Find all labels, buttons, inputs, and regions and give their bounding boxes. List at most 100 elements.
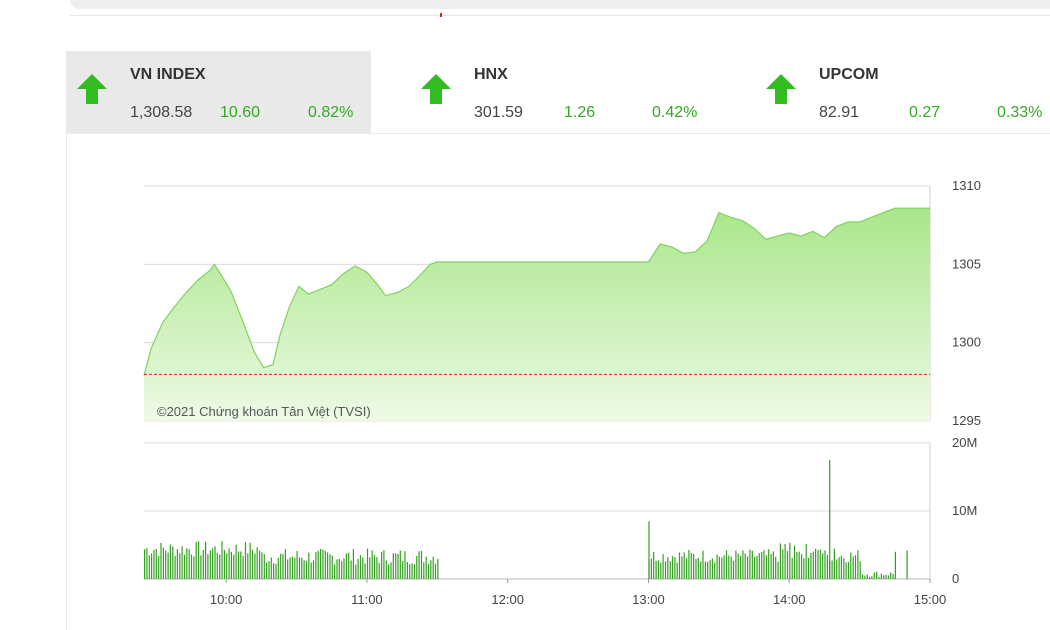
volume-bar (219, 554, 221, 579)
volume-bar (737, 553, 739, 579)
index-name: UPCOM (819, 66, 879, 83)
volume-bar (160, 542, 162, 579)
volume-bar (664, 561, 667, 579)
volume-bar (376, 557, 378, 579)
volume-bar (198, 541, 200, 579)
volume-bar (754, 557, 756, 579)
volume-bar (362, 557, 364, 579)
volume-bar (852, 556, 854, 579)
volume-bar (174, 556, 176, 579)
volume-bar (747, 556, 749, 579)
volume-bar (829, 460, 831, 579)
volume-bar (249, 542, 251, 579)
volume-bar (181, 546, 183, 579)
time-axis-labels: 10:00 11:00 12:00 13:00 14:00 15:00 (210, 579, 946, 607)
volume-bar (275, 563, 277, 579)
volume-bar (657, 560, 659, 579)
volume-bar (153, 550, 155, 579)
volume-bar (352, 549, 354, 579)
tab-vn-index[interactable]: VN INDEX 1,308.58 10.60 0.82% (66, 51, 371, 133)
time-tick-label: 13:00 (632, 592, 665, 607)
volume-bar (355, 564, 357, 579)
volume-bar (871, 576, 873, 579)
volume-bar (273, 563, 275, 579)
volume-bar (765, 555, 767, 579)
volume-bar (740, 555, 742, 579)
volume-bar (836, 559, 838, 579)
volume-bar (251, 549, 254, 579)
volume-bar (404, 551, 406, 579)
volume-bar (146, 548, 148, 579)
volume-bar (772, 551, 774, 579)
volume-bar (718, 556, 720, 579)
volume-bar (822, 553, 824, 579)
index-price: 1,308.58 (130, 104, 193, 121)
volume-bar (399, 550, 401, 579)
volume-bar (688, 550, 690, 579)
volume-bar (749, 549, 751, 579)
index-percent: 0.82% (308, 104, 354, 121)
volume-bar (805, 544, 807, 579)
volume-bar (338, 558, 340, 579)
volume-bar (378, 562, 380, 579)
index-price: 301.59 (474, 104, 523, 121)
volume-bar (793, 545, 796, 579)
volume-bar (167, 552, 169, 579)
volume-bar (268, 561, 270, 579)
volume-bar (686, 558, 688, 579)
volume-bar (892, 573, 894, 579)
volume-bar (303, 560, 305, 579)
volume-bar (423, 562, 425, 579)
volume-bar (732, 561, 735, 579)
volume-bar (296, 551, 298, 579)
volume-bar (751, 550, 753, 579)
volume-bar (756, 555, 758, 579)
volume-bar (744, 553, 746, 579)
volume-bar (369, 557, 371, 579)
volume-bar (676, 562, 678, 579)
volume-bar (808, 558, 810, 579)
volume-bar (840, 555, 842, 579)
volume-bar (331, 555, 333, 579)
tab-hnx[interactable]: HNX 301.59 1.26 0.42% (410, 51, 715, 133)
volume-bar (287, 559, 289, 579)
volume-bar (735, 550, 737, 579)
volume-bar (282, 554, 284, 579)
volume-bar (308, 552, 310, 579)
volume-bar (315, 552, 317, 579)
tab-upcom[interactable]: UPCOM 82.91 0.27 0.33% (755, 51, 1050, 133)
volume-bar (779, 543, 781, 579)
volume-bar (320, 548, 322, 579)
volume-bar (195, 541, 197, 579)
volume-bar (148, 555, 150, 579)
volume-bar (390, 562, 392, 579)
volume-bar (859, 561, 861, 579)
volume-bar (758, 553, 760, 579)
volume-bar (761, 552, 763, 579)
volume-bar (366, 548, 369, 579)
volume-bar (432, 556, 434, 579)
volume-bar (709, 560, 711, 579)
volume-bar (186, 548, 188, 579)
volume-bar (259, 550, 261, 579)
volume-bar (343, 558, 345, 579)
volume-bar (165, 550, 167, 579)
time-tick-label: 11:00 (351, 592, 383, 607)
volume-bar (277, 558, 279, 579)
volume-bar (782, 549, 784, 579)
volume-bar (228, 548, 230, 579)
volume-bar (383, 550, 385, 579)
volume-bar (348, 552, 350, 579)
volume-bar (789, 542, 791, 579)
volume-bar (730, 556, 732, 579)
volume-bar (200, 555, 202, 579)
volume-bar (183, 554, 186, 579)
volume-bar (894, 551, 896, 579)
index-price: 82.91 (819, 104, 860, 121)
top-bar (70, 0, 1050, 9)
volume-bar (843, 558, 845, 579)
arrow-up-icon (421, 74, 451, 104)
volume-bar (179, 553, 181, 579)
volume-bar (230, 551, 232, 579)
